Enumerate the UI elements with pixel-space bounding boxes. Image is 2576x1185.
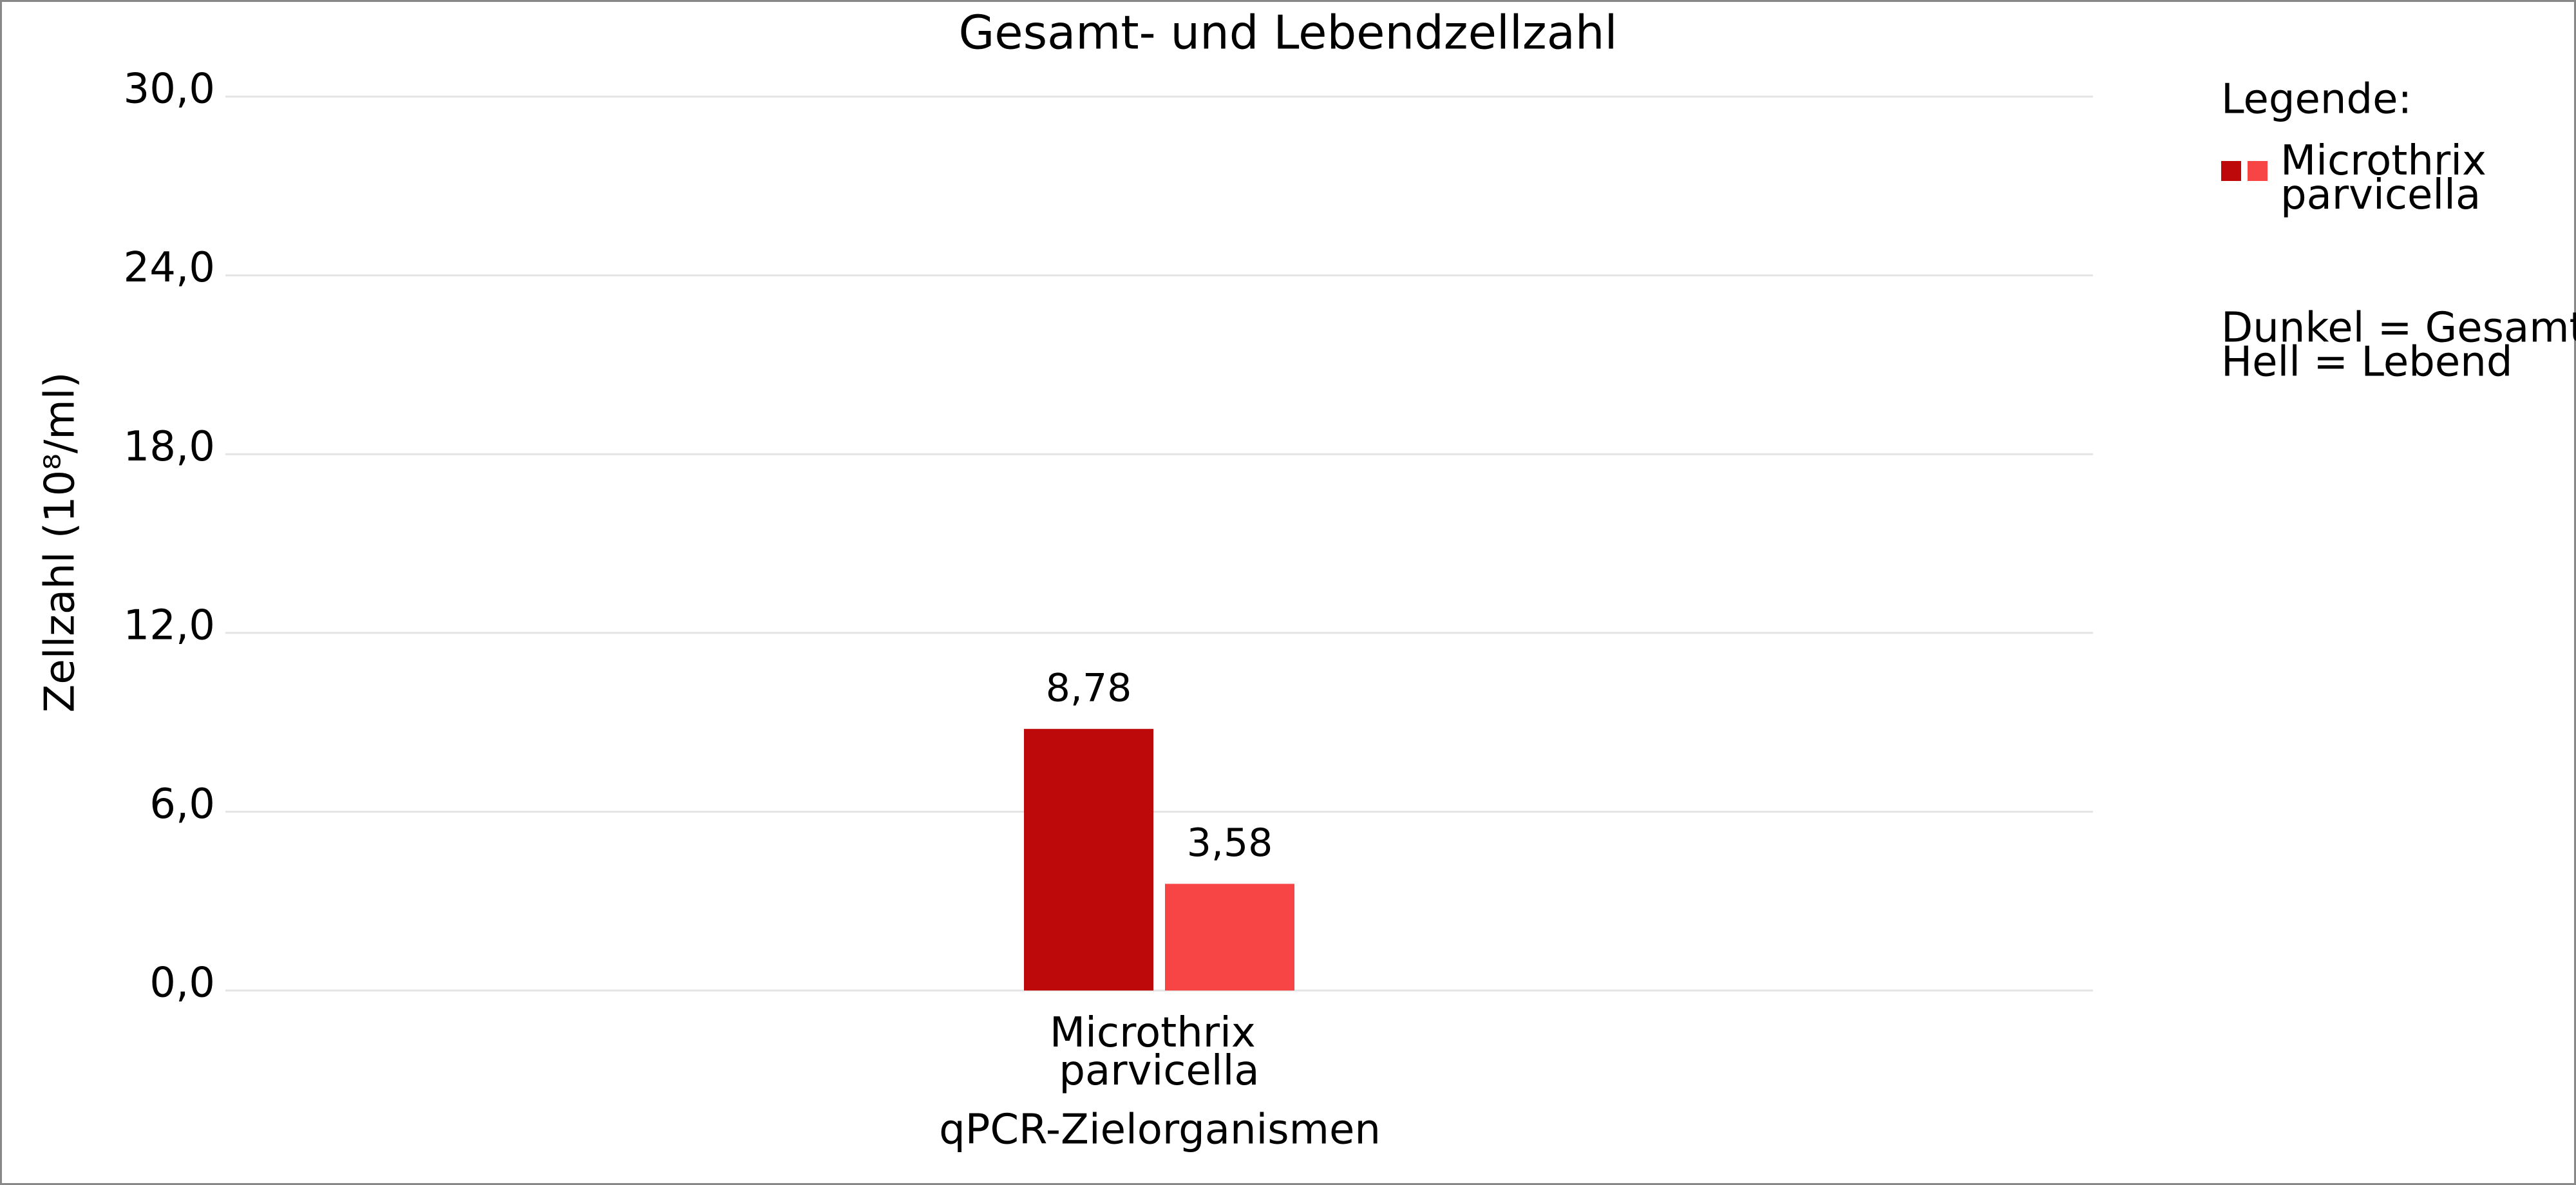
legend-title: Legende: [2221,76,2412,124]
y-axis-label: Zellzahl (10⁸/ml) [37,372,84,713]
bar [1165,884,1294,991]
y-tick-label: 24,0 [124,244,216,292]
value-label: 8,78 [1046,665,1132,710]
x-tick-label: Microthrix parvicella [1050,1009,1269,1095]
value-label: 3,58 [1187,820,1273,866]
legend-note: Hell = Lebend [2221,339,2512,386]
y-tick-label: 0,0 [149,960,215,1007]
y-tick-label: 18,0 [124,423,216,471]
legend-swatch [2221,161,2241,181]
legend-swatch [2248,161,2268,181]
y-tick-label: 6,0 [149,781,215,828]
y-tick-label: 12,0 [124,602,216,649]
legend-entry: Microthrix parvicella [2280,137,2499,219]
bar [1024,728,1153,991]
legend-note: Dunkel = Gesamt [2221,305,2576,352]
y-tick-label: 30,0 [124,66,216,113]
x-axis-label: qPCR-Zielorganismen [939,1106,1381,1154]
chart-title: Gesamt- und Lebendzellzahl [959,6,1618,60]
